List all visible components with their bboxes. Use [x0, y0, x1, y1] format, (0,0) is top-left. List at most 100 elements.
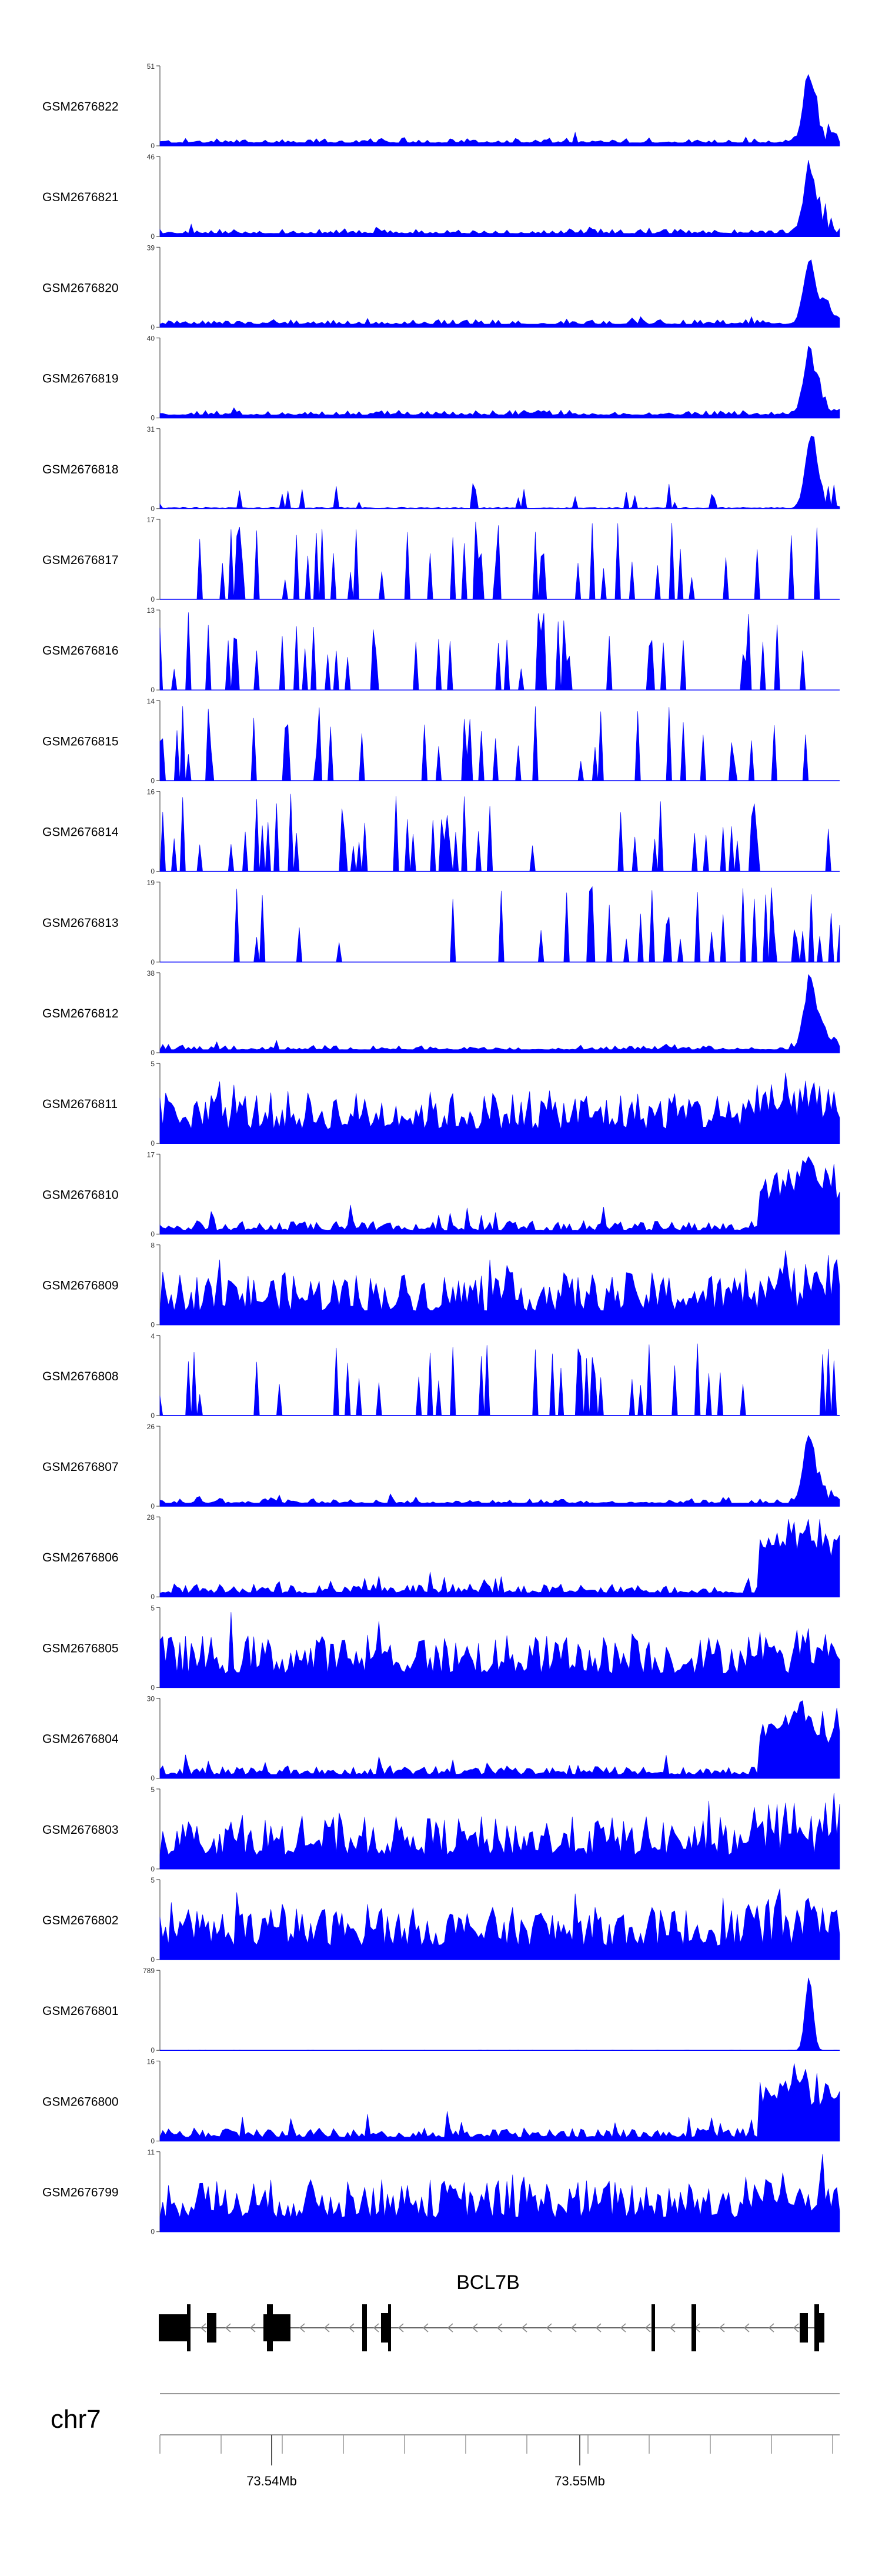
track-label: GSM2676800	[42, 2095, 119, 2108]
track-GSM2676817: GSM2676817 17 0	[42, 516, 840, 603]
y-max-label: 13	[147, 606, 155, 615]
strand-arrow	[644, 2323, 651, 2333]
y-max-label: 16	[147, 2057, 155, 2066]
y-min-label: 0	[151, 776, 155, 785]
y-min-label: 0	[151, 414, 155, 422]
track-label: GSM2676817	[42, 553, 119, 567]
y-min-label: 0	[151, 232, 155, 241]
track-label: GSM2676810	[42, 1188, 119, 1202]
track-GSM2676822: GSM2676822 51 0	[42, 62, 840, 150]
gene-name: BCL7B	[456, 2271, 520, 2294]
strand-arrow	[323, 2323, 330, 2333]
track-label: GSM2676822	[42, 100, 119, 114]
strand-arrow	[472, 2323, 478, 2333]
exon	[652, 2304, 655, 2351]
track-GSM2676805: GSM2676805 5 0	[42, 1604, 840, 1691]
exon	[691, 2304, 696, 2351]
coverage-area	[159, 74, 840, 146]
coverage-area	[159, 2063, 840, 2141]
y-min-label: 0	[151, 958, 155, 966]
y-min-label: 0	[151, 1865, 155, 1873]
track-GSM2676806: GSM2676806 28 0	[42, 1513, 840, 1601]
track-label: GSM2676808	[42, 1370, 119, 1383]
y-min-label: 0	[151, 1139, 155, 1147]
track-label: GSM2676805	[42, 1641, 119, 1655]
strand-arrow	[373, 2323, 379, 2333]
track-GSM2676807: GSM2676807 26 0	[42, 1423, 840, 1510]
track-GSM2676802: GSM2676802 5 0	[42, 1876, 840, 1964]
y-max-label: 40	[147, 335, 155, 343]
track-label: GSM2676803	[42, 1823, 119, 1837]
strand-arrow	[200, 2323, 206, 2333]
y-max-label: 51	[147, 62, 155, 71]
coverage-area	[159, 1156, 840, 1234]
track-GSM2676803: GSM2676803 5 0	[42, 1786, 840, 1873]
genome-axis: chr7 73.54Mb 73.55Mb	[51, 2393, 840, 2488]
y-max-label: 26	[147, 1423, 155, 1431]
track-label: GSM2676802	[42, 1914, 119, 1927]
coverage-area	[159, 1793, 840, 1870]
strand-arrow	[521, 2323, 527, 2333]
coverage-area	[159, 345, 840, 418]
coverage-area	[159, 1250, 840, 1325]
strand-arrow	[768, 2323, 774, 2333]
y-max-label: 16	[147, 788, 155, 796]
strand-arrow	[793, 2323, 799, 2333]
strand-arrow	[249, 2323, 256, 2333]
coverage-area	[159, 435, 840, 509]
strand-arrow	[496, 2323, 503, 2333]
y-max-label: 31	[147, 425, 155, 433]
y-max-label: 5	[151, 1060, 155, 1068]
track-label: GSM2676813	[42, 916, 119, 930]
y-min-label: 0	[151, 323, 155, 331]
track-label: GSM2676820	[42, 281, 119, 295]
coverage-area	[159, 2154, 840, 2232]
y-max-label: 5	[151, 1604, 155, 1612]
axis-tick-label: 73.55Mb	[554, 2474, 605, 2488]
y-min-label: 0	[151, 142, 155, 150]
y-min-label: 0	[151, 2228, 155, 2236]
track-GSM2676799: GSM2676799 11 0	[42, 2148, 840, 2236]
y-max-label: 5	[151, 1786, 155, 1794]
coverage-area	[159, 160, 840, 237]
track-GSM2676819: GSM2676819 40 0	[42, 335, 840, 422]
y-min-label: 0	[151, 1049, 155, 1057]
track-label: GSM2676819	[42, 372, 119, 386]
coverage-area	[159, 1612, 840, 1688]
y-min-label: 0	[151, 2137, 155, 2145]
y-max-label: 39	[147, 243, 155, 252]
chromosome-label: chr7	[51, 2405, 101, 2434]
track-GSM2676809: GSM2676809 8 0	[42, 1242, 840, 1329]
track-GSM2676812: GSM2676812 38 0	[42, 969, 840, 1057]
y-min-label: 0	[151, 1774, 155, 1783]
coverage-area	[159, 612, 840, 690]
y-min-label: 0	[151, 595, 155, 603]
track-GSM2676810: GSM2676810 17 0	[42, 1150, 840, 1238]
coverage-area	[159, 1700, 840, 1778]
track-label: GSM2676818	[42, 463, 119, 476]
track-label: GSM2676801	[42, 2004, 119, 2018]
y-max-label: 30	[147, 1695, 155, 1703]
track-GSM2676818: GSM2676818 31 0	[42, 425, 840, 513]
strand-arrow	[422, 2323, 429, 2333]
track-label: GSM2676816	[42, 644, 119, 658]
y-min-label: 0	[151, 2046, 155, 2054]
track-label: GSM2676806	[42, 1551, 119, 1564]
strand-arrow	[447, 2323, 453, 2333]
coverage-area	[159, 1888, 840, 1960]
exon	[187, 2304, 191, 2351]
strand-arrow	[743, 2323, 750, 2333]
track-label: GSM2676807	[42, 1460, 119, 1474]
y-max-label: 19	[147, 879, 155, 887]
axis-tick-label: 73.54Mb	[246, 2474, 297, 2488]
y-max-label: 8	[151, 1242, 155, 1250]
coverage-area	[159, 974, 840, 1053]
exon	[159, 2314, 191, 2341]
exon	[388, 2304, 391, 2351]
gene-model: BCL7B	[159, 2271, 824, 2351]
strand-arrow	[595, 2323, 602, 2333]
track-GSM2676811: GSM2676811 5 0	[42, 1060, 840, 1147]
y-max-label: 11	[148, 2148, 155, 2157]
y-max-label: 5	[151, 1876, 155, 1884]
y-min-label: 0	[151, 1502, 155, 1510]
